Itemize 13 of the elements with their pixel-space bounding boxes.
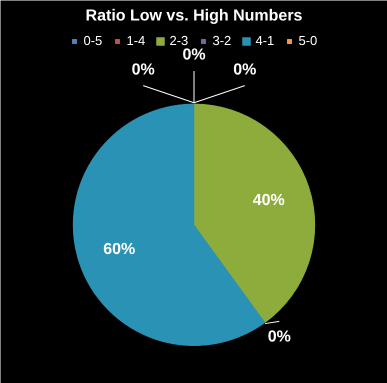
- data-label: 40%: [252, 192, 285, 209]
- legend-label: 1-4: [126, 33, 146, 48]
- legend-label: 2-3: [170, 33, 190, 48]
- text: 0%: [268, 328, 291, 346]
- legend-label: 0-5: [84, 33, 104, 48]
- text: 0%: [132, 61, 155, 78]
- legend-label: 5-0: [298, 33, 318, 48]
- text: 0%: [182, 46, 206, 64]
- legend-label: 3-2: [212, 33, 232, 48]
- text: 0%: [233, 61, 256, 78]
- chart-title: Ratio Low vs. High Numbers: [86, 8, 303, 24]
- data-label: 60%: [103, 240, 136, 258]
- legend-label: 4-1: [256, 33, 276, 48]
